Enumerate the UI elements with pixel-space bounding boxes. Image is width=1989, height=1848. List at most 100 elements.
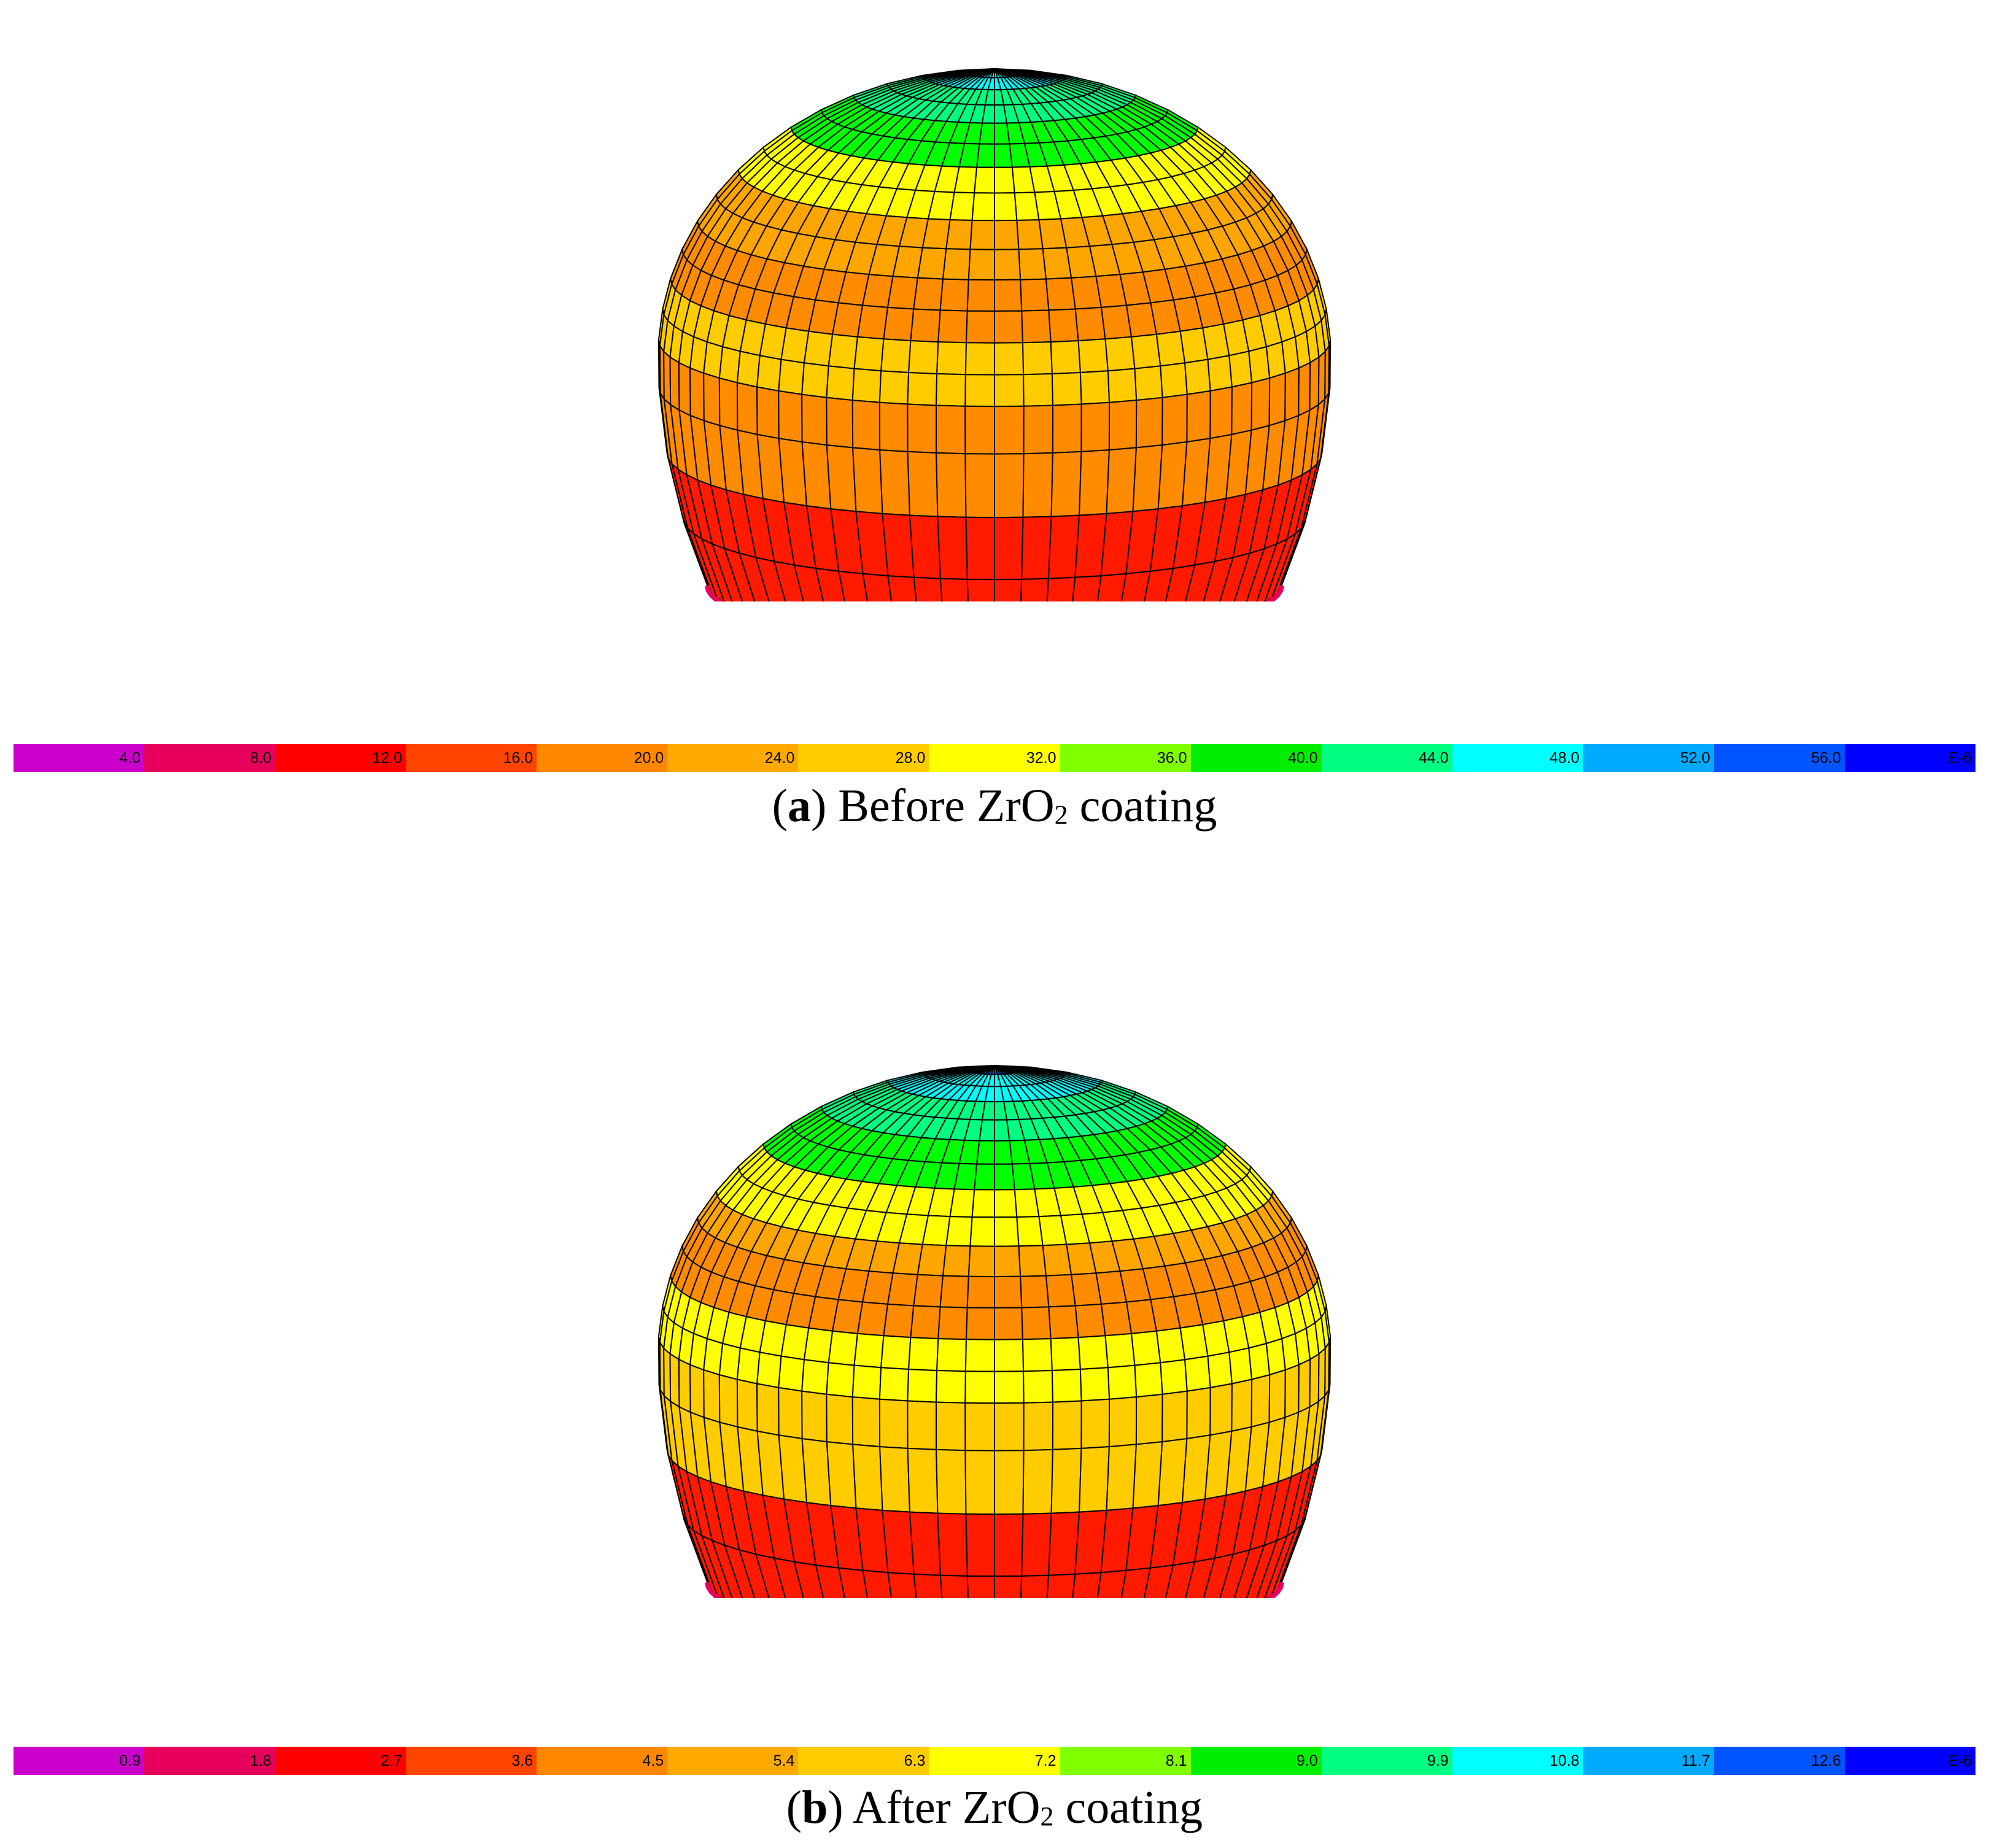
mesh-face	[1051, 371, 1082, 406]
mesh-face	[1186, 1386, 1211, 1440]
mesh-face	[979, 1119, 995, 1142]
mesh-face	[1021, 1306, 1052, 1340]
mesh-face	[828, 1330, 858, 1366]
legend-label: 12.6	[1811, 1752, 1841, 1769]
mesh-face	[1096, 573, 1127, 601]
mesh-face	[1203, 557, 1235, 601]
mesh-face	[703, 372, 721, 427]
mesh-face	[994, 1402, 1025, 1452]
mesh-face	[1072, 1572, 1102, 1598]
mesh-face	[1045, 1274, 1076, 1308]
mesh-face	[1207, 355, 1233, 392]
mesh-face	[718, 377, 739, 431]
legend-cell: 52.0	[1583, 744, 1714, 772]
legend-label: 1.8	[250, 1752, 272, 1769]
mesh-face	[880, 1335, 912, 1371]
mesh-face	[878, 1398, 909, 1449]
mesh-face	[1135, 1393, 1163, 1445]
mesh-face	[1186, 390, 1211, 443]
mesh-face	[935, 1369, 966, 1404]
mesh-face	[856, 304, 889, 340]
mesh-face	[826, 1362, 855, 1398]
mesh-face	[1016, 219, 1044, 250]
mesh-face	[1161, 393, 1188, 446]
mesh-face	[738, 1548, 770, 1598]
mesh-face	[939, 1574, 969, 1598]
mesh-face	[878, 401, 909, 452]
legend-cell: 4.5	[537, 1747, 668, 1775]
mesh-face	[1233, 547, 1265, 601]
mesh-face	[1051, 1368, 1082, 1403]
mesh-face	[1134, 1362, 1163, 1398]
legend-cell: 28.0	[798, 744, 929, 772]
legend-cell: 9.9	[1321, 1747, 1452, 1775]
mesh-face	[907, 450, 939, 517]
mesh-face	[1132, 444, 1163, 512]
mesh-face	[754, 557, 786, 601]
mesh-face	[994, 310, 1024, 344]
mesh-face	[1079, 1367, 1111, 1402]
mesh-face	[1074, 306, 1106, 342]
mesh-face	[1096, 1569, 1127, 1598]
mesh-face	[1246, 1539, 1278, 1598]
mesh-face	[815, 567, 846, 601]
mesh-face	[966, 578, 995, 601]
mesh-face	[964, 1371, 995, 1404]
mesh-face	[853, 336, 885, 372]
legend-cell: 56.0	[1713, 744, 1845, 772]
mesh-face	[886, 276, 918, 310]
mesh-face	[1131, 1330, 1161, 1366]
mesh-face	[974, 166, 995, 194]
mesh-face	[1020, 578, 1050, 601]
mesh-face	[936, 341, 967, 376]
mesh-face	[994, 1371, 1025, 1404]
mesh-face	[917, 247, 947, 280]
color-legend-after: 0.9 1.8 2.7 3.6 4.5 5.4 6.3 7.2 8.1 9.0 9.9 10.8 11.…	[14, 1747, 1975, 1775]
mesh-face	[994, 1245, 1022, 1278]
mesh-face	[838, 1567, 869, 1598]
mesh-face	[1185, 560, 1216, 601]
mesh-face	[966, 279, 995, 312]
mesh-face	[971, 1189, 995, 1218]
mesh-face	[773, 1557, 804, 1598]
mesh-face	[1048, 308, 1079, 343]
mesh-face	[852, 447, 883, 514]
dome-mesh-after	[657, 1065, 1332, 1598]
legend-cell: 8.0	[144, 744, 276, 772]
mesh-face	[1023, 404, 1054, 455]
mesh-face	[994, 1513, 1024, 1577]
mesh-face	[793, 564, 824, 601]
mesh-face	[801, 1390, 828, 1443]
mesh-face	[945, 1216, 973, 1247]
caption-subscript: 2	[1054, 800, 1068, 830]
caption-text: After ZrO	[843, 1782, 1041, 1833]
mesh-face	[907, 403, 937, 454]
caption-before: (a) Before ZrO2 coating	[0, 779, 1989, 833]
mesh-face	[669, 356, 680, 412]
mesh-face	[1050, 450, 1082, 517]
mesh-face	[1246, 543, 1278, 601]
mesh-face	[975, 1140, 995, 1165]
mesh-face	[935, 404, 966, 455]
legend-cell: 9.0	[1190, 1747, 1322, 1775]
mesh-face	[883, 1303, 915, 1339]
legend-cell: 12.6	[1713, 1747, 1845, 1775]
mesh-face	[964, 374, 995, 408]
mesh-face	[826, 1393, 854, 1445]
legend-label: 11.7	[1681, 1752, 1710, 1769]
mesh-face	[851, 368, 882, 403]
mesh-face	[883, 306, 915, 342]
mesh-face	[994, 166, 1015, 194]
mesh-face	[1023, 1401, 1054, 1452]
mesh-face	[964, 1450, 995, 1515]
mesh-face	[907, 1447, 939, 1514]
legend-cell: 48.0	[1452, 744, 1583, 772]
mesh-face	[964, 453, 995, 519]
mesh-face	[1328, 339, 1332, 394]
caption-open-paren: (	[786, 1782, 802, 1833]
mesh-face	[1079, 449, 1110, 516]
mesh-face	[1120, 1567, 1151, 1598]
mesh-face	[1228, 350, 1253, 388]
mesh-face	[937, 1306, 968, 1340]
mesh-face	[1284, 1364, 1300, 1418]
